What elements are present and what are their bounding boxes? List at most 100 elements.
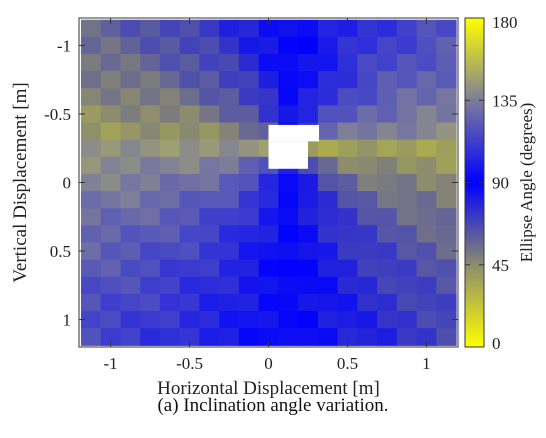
heatmap-cell bbox=[219, 242, 240, 261]
heatmap-cell bbox=[416, 105, 437, 124]
heatmap-cell bbox=[219, 156, 240, 175]
heatmap-cell bbox=[377, 242, 398, 261]
heatmap-cell bbox=[179, 19, 201, 38]
heatmap-cell bbox=[100, 173, 122, 192]
heatmap-cell bbox=[219, 19, 240, 38]
heatmap-cell bbox=[436, 225, 457, 244]
heatmap-cell bbox=[120, 242, 141, 261]
heatmap-cell bbox=[199, 328, 220, 346]
heatmap-cell bbox=[436, 311, 457, 329]
heatmap-cell bbox=[120, 71, 141, 89]
heatmap-cell bbox=[219, 328, 240, 346]
heatmap-cell bbox=[357, 19, 378, 38]
heatmap-cell bbox=[317, 19, 339, 38]
heatmap-cell bbox=[100, 88, 122, 106]
heatmap-cell bbox=[120, 276, 141, 295]
heatmap-cell bbox=[337, 19, 358, 38]
x-tick-label: 0.5 bbox=[337, 354, 358, 373]
heatmap-cell bbox=[199, 208, 220, 226]
heatmap-cell bbox=[80, 259, 102, 278]
heatmap-cell bbox=[258, 259, 279, 278]
heatmap-cell bbox=[140, 122, 161, 141]
heatmap-cell bbox=[396, 88, 418, 106]
heatmap-cell bbox=[396, 53, 418, 72]
heatmap-cell bbox=[416, 191, 437, 209]
heatmap-cell bbox=[298, 242, 319, 261]
heatmap-cell bbox=[159, 328, 181, 346]
x-tick-label: -1 bbox=[103, 354, 117, 373]
heatmap-cell bbox=[100, 156, 122, 175]
heatmap-cell bbox=[377, 105, 398, 124]
heatmap-cell bbox=[219, 311, 240, 329]
heatmap-cell bbox=[159, 311, 181, 329]
heatmap-cell bbox=[258, 71, 279, 89]
heatmap-cell bbox=[377, 276, 398, 295]
heatmap-cell bbox=[436, 105, 457, 124]
heatmap-cell bbox=[396, 191, 418, 209]
heatmap-cell bbox=[80, 19, 102, 38]
heatmap-cell bbox=[337, 259, 358, 278]
heatmap-cell bbox=[219, 276, 240, 295]
heatmap-cell bbox=[298, 173, 319, 192]
heatmap-cell bbox=[317, 242, 339, 261]
heatmap-cell bbox=[357, 259, 378, 278]
heatmap-cell bbox=[416, 53, 437, 72]
heatmap-cell bbox=[258, 36, 279, 55]
heatmap-cell bbox=[120, 88, 141, 106]
heatmap-cell bbox=[416, 36, 437, 55]
heatmap-cell bbox=[80, 173, 102, 192]
heatmap-cell bbox=[416, 122, 437, 141]
heatmap-cell bbox=[337, 88, 358, 106]
heatmap-cell bbox=[337, 36, 358, 55]
heatmap-cell bbox=[140, 259, 161, 278]
colorbar-tick-label: 90 bbox=[492, 174, 509, 193]
heatmap-cell bbox=[159, 88, 181, 106]
heatmap-cell bbox=[219, 208, 240, 226]
heatmap-cell bbox=[120, 19, 141, 38]
heatmap-cell bbox=[377, 208, 398, 226]
heatmap-cell bbox=[80, 225, 102, 244]
heatmap-cell bbox=[396, 139, 418, 158]
heatmap-cell bbox=[298, 105, 319, 124]
heatmap-cell bbox=[80, 71, 102, 89]
heatmap-cell bbox=[179, 276, 201, 295]
heatmap-cell bbox=[416, 139, 437, 158]
heatmap-cell bbox=[159, 293, 181, 312]
heatmap-cell bbox=[238, 242, 260, 261]
x-axis-label: Horizontal Displacement [m] bbox=[157, 378, 380, 399]
heatmap-cell bbox=[179, 208, 201, 226]
heatmap-cell bbox=[436, 36, 457, 55]
heatmap-cell bbox=[278, 242, 299, 261]
heatmap-cell bbox=[159, 36, 181, 55]
heatmap-cell bbox=[377, 259, 398, 278]
heatmap-cell bbox=[416, 328, 437, 346]
heatmap-cell bbox=[278, 293, 299, 312]
heatmap-cell bbox=[258, 242, 279, 261]
heatmap-cell bbox=[377, 53, 398, 72]
heatmap-cell bbox=[238, 71, 260, 89]
heatmap-cell bbox=[317, 259, 339, 278]
heatmap-cell bbox=[159, 122, 181, 141]
heatmap-cell bbox=[80, 311, 102, 329]
heatmap-cell bbox=[278, 225, 299, 244]
heatmap-cell bbox=[100, 311, 122, 329]
heatmap-cell bbox=[396, 328, 418, 346]
heatmap-cell bbox=[337, 156, 358, 175]
heatmap-cell bbox=[278, 173, 299, 192]
heatmap-cell bbox=[219, 122, 240, 141]
heatmap-cell bbox=[140, 156, 161, 175]
heatmap-cell bbox=[140, 71, 161, 89]
heatmap-cell bbox=[258, 225, 279, 244]
colorbar-tick-label: 135 bbox=[492, 91, 518, 110]
heatmap-cell bbox=[377, 19, 398, 38]
heatmap-cell bbox=[80, 88, 102, 106]
heatmap-cell bbox=[140, 105, 161, 124]
heatmap-cell bbox=[140, 191, 161, 209]
heatmap-cell bbox=[436, 173, 457, 192]
heatmap-cell bbox=[238, 88, 260, 106]
heatmap-cell bbox=[416, 71, 437, 89]
heatmap-cell bbox=[377, 191, 398, 209]
heatmap-cell bbox=[100, 242, 122, 261]
heatmap-cell bbox=[179, 53, 201, 72]
heatmap-cell bbox=[337, 71, 358, 89]
